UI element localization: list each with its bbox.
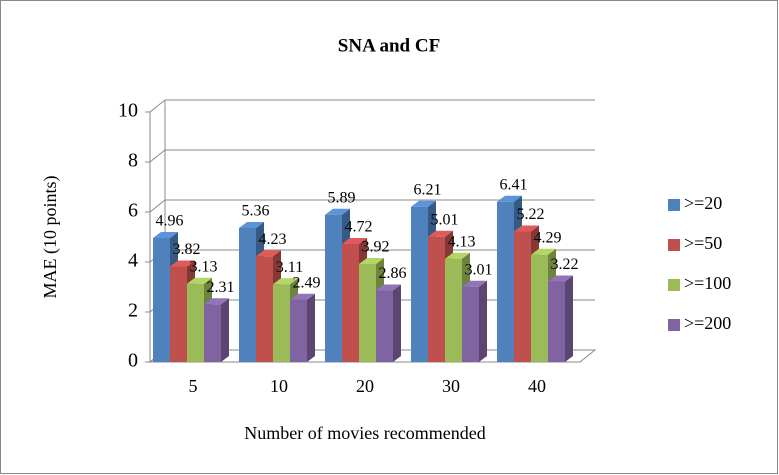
data-label: 2.49 [293, 274, 321, 291]
bar-top [325, 208, 350, 215]
x-tick-label: 10 [270, 376, 288, 396]
data-label: 4.13 [448, 233, 476, 250]
bar [376, 290, 393, 362]
data-label: 4.23 [259, 231, 287, 248]
data-label: 5.89 [328, 189, 356, 206]
bar-top [239, 222, 264, 228]
y-tick-label: 6 [128, 200, 138, 222]
legend-swatch [668, 199, 680, 211]
data-label: 3.13 [190, 258, 218, 275]
bar-top [342, 238, 367, 244]
legend-swatch [668, 319, 680, 331]
bar [325, 214, 342, 362]
legend-label: >=20 [684, 193, 722, 213]
bar [548, 281, 565, 362]
data-label: 5.22 [517, 206, 545, 223]
legend-label: >=200 [684, 313, 731, 333]
bar-top [514, 225, 539, 232]
bar-top [290, 293, 315, 300]
y-axis-label: MAE (10 points) [40, 176, 61, 299]
grid-line [149, 99, 595, 113]
data-label: 2.31 [207, 279, 235, 296]
x-tick-label: 5 [189, 376, 198, 396]
bar [462, 286, 479, 362]
bar-top [204, 298, 229, 305]
grid-line [149, 199, 595, 213]
bar [497, 201, 514, 362]
bar-top [462, 280, 487, 287]
bar-side [221, 298, 229, 362]
bar [290, 299, 307, 362]
data-label: 2.86 [379, 265, 407, 282]
bar [187, 283, 204, 362]
legend-label: >=50 [684, 233, 722, 253]
bar-side [307, 293, 315, 362]
y-tick-label: 8 [128, 150, 138, 172]
data-label: 3.22 [551, 256, 579, 273]
data-label: 3.92 [362, 239, 390, 256]
data-label: 4.29 [534, 229, 562, 246]
data-label: 6.41 [500, 176, 528, 193]
bar [256, 256, 273, 362]
bar-side [565, 275, 573, 362]
bar [170, 266, 187, 362]
x-tick-label: 40 [528, 376, 546, 396]
data-label: 3.11 [276, 259, 303, 276]
grid-line [149, 149, 595, 163]
bar-side [479, 280, 487, 362]
bar-top [187, 277, 212, 284]
chart-title: SNA and CF [338, 35, 440, 56]
bar [239, 228, 256, 362]
data-label: 4.72 [345, 219, 373, 236]
data-label: 5.36 [242, 203, 270, 220]
data-label: 4.96 [156, 213, 184, 230]
legend-swatch [668, 279, 680, 291]
y-tick-label: 4 [128, 250, 138, 272]
bar [153, 238, 170, 362]
x-tick-label: 30 [442, 376, 460, 396]
x-axis-label: Number of movies recommended [244, 423, 485, 443]
bar-top [548, 275, 573, 282]
bar [273, 284, 290, 362]
bar [411, 206, 428, 362]
legend-swatch [668, 239, 680, 251]
bar-top [170, 260, 195, 267]
bar [531, 254, 548, 362]
bar-top [428, 230, 453, 237]
y-tick-label: 10 [118, 100, 138, 122]
data-label: 6.21 [414, 181, 442, 198]
bar-top [376, 284, 401, 291]
bar [342, 244, 359, 362]
bar-side [393, 284, 401, 362]
y-tick-label: 0 [128, 350, 138, 372]
bar-top [411, 200, 436, 207]
bar-top [497, 195, 522, 202]
bar [428, 236, 445, 362]
y-tick-label: 2 [128, 300, 138, 322]
data-label: 5.01 [431, 211, 459, 228]
bar [359, 264, 376, 362]
data-label: 3.82 [173, 241, 201, 258]
bar-top [273, 278, 298, 285]
legend-label: >=100 [684, 273, 731, 293]
bar [445, 258, 462, 362]
bar-top [531, 248, 556, 255]
data-label: 3.01 [465, 261, 493, 278]
bar-top [359, 258, 384, 264]
bar-top [153, 232, 178, 238]
bar-top [256, 250, 281, 257]
bar [514, 231, 531, 362]
bar [204, 304, 221, 362]
bar-top [445, 252, 470, 259]
x-tick-label: 20 [356, 376, 374, 396]
